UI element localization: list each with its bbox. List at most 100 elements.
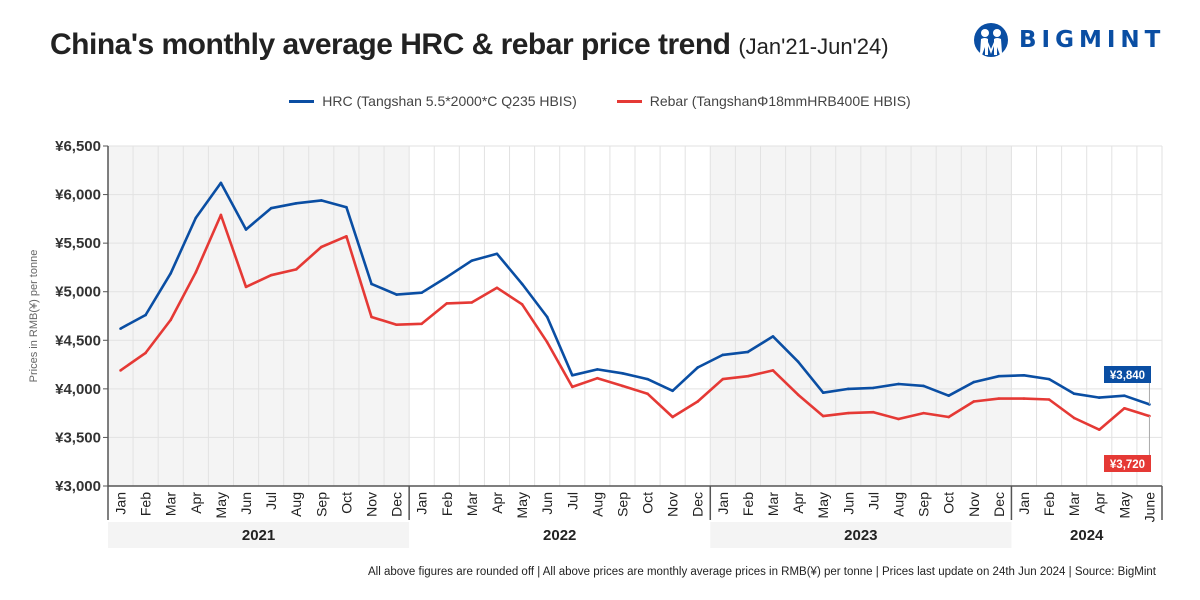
data-point-hrc [370, 282, 373, 286]
data-point-hrc [621, 372, 624, 375]
data-point-hrc [219, 181, 223, 185]
data-point-hrc [1047, 377, 1051, 381]
data-point-rebar [194, 270, 198, 274]
data-point-hrc [520, 282, 524, 286]
x-tick-label: Jan [1016, 492, 1032, 515]
chart-title-period: (Jan'21-Jun'24) [738, 34, 889, 59]
data-point-hrc [570, 373, 574, 377]
x-tick-label: Mar [464, 492, 480, 516]
data-point-hrc [897, 382, 900, 386]
x-tick-label: Dec [690, 492, 706, 517]
x-tick-label: Jul [865, 492, 881, 510]
y-axis-label: Prices in RMB(¥) per tonne [28, 250, 40, 383]
data-point-hrc [972, 380, 976, 384]
data-point-rebar [746, 374, 750, 378]
data-point-hrc [796, 360, 800, 363]
data-point-hrc [470, 259, 474, 262]
x-tick-label: Oct [640, 492, 656, 514]
x-tick-label: Jan [113, 492, 129, 515]
x-tick-label: Aug [589, 492, 605, 517]
year-label-2021: 2021 [242, 527, 275, 544]
data-point-rebar [1123, 406, 1126, 410]
data-point-hrc [144, 313, 147, 317]
x-tick-label: Mar [163, 492, 179, 516]
x-tick-label: Feb [1041, 492, 1057, 516]
legend-label-rebar: Rebar (TangshanΦ18mmHRB400E HBIS) [649, 93, 911, 109]
data-point-rebar [922, 411, 925, 415]
y-tick-label: ¥3,500 [55, 429, 101, 446]
bigmint-logo-text: BIGMINT [1019, 27, 1166, 53]
x-tick-label: June [1141, 492, 1157, 523]
data-point-rebar [696, 400, 700, 403]
data-point-hrc [1148, 403, 1151, 406]
y-tick-label: ¥6,500 [55, 138, 101, 155]
data-point-rebar [897, 417, 900, 421]
data-point-hrc [922, 384, 925, 388]
x-tick-label: Jun [840, 492, 856, 515]
x-tick-label: Feb [439, 492, 455, 516]
legend-item-hrc[interactable]: HRC (Tangshan 5.5*2000*C Q235 HBIS) [289, 93, 577, 109]
data-point-hrc [771, 335, 775, 338]
data-point-hrc [1072, 392, 1076, 396]
end-label-hrc: ¥3,840 [1110, 370, 1145, 382]
data-point-rebar [219, 213, 223, 217]
data-point-rebar [395, 323, 398, 327]
data-point-rebar [244, 285, 248, 289]
data-point-hrc [721, 353, 725, 357]
data-point-hrc [395, 293, 398, 296]
data-point-rebar [972, 400, 976, 403]
data-point-rebar [621, 384, 624, 388]
data-point-rebar [671, 415, 674, 419]
x-tick-label: May [1116, 492, 1132, 518]
data-point-rebar [596, 376, 599, 380]
year-label-2024: 2024 [1070, 527, 1104, 544]
data-point-rebar [872, 410, 875, 414]
data-point-rebar [169, 318, 173, 322]
data-point-hrc [495, 252, 499, 256]
data-point-hrc [872, 386, 875, 390]
chart-legend: HRC (Tangshan 5.5*2000*C Q235 HBIS) Reba… [0, 93, 1200, 109]
data-point-hrc [445, 275, 449, 279]
year-label-band-2021 [108, 522, 410, 548]
end-label-rebar: ¥3,720 [1110, 459, 1145, 471]
legend-swatch-rebar [616, 99, 642, 103]
legend-label-hrc: HRC (Tangshan 5.5*2000*C Q235 HBIS) [322, 93, 577, 109]
data-point-hrc [294, 202, 298, 205]
x-tick-label: Apr [188, 492, 204, 514]
series-line-hrc [119, 181, 1150, 406]
data-point-hrc [646, 377, 649, 381]
data-point-rebar [821, 414, 825, 418]
x-tick-label: Apr [489, 492, 505, 514]
y-tick-label: ¥5,500 [55, 235, 101, 252]
data-point-rebar [997, 397, 1001, 400]
x-tick-label: Mar [765, 492, 781, 516]
data-point-rebar [520, 303, 524, 306]
legend-swatch-hrc [289, 99, 315, 103]
x-tick-label: Nov [364, 492, 380, 517]
data-point-rebar [570, 385, 574, 389]
data-point-rebar [1097, 428, 1101, 431]
data-point-hrc [1123, 394, 1126, 397]
data-point-rebar [771, 369, 775, 372]
data-point-hrc [596, 368, 599, 371]
data-point-hrc [194, 216, 198, 220]
x-tick-label: Aug [891, 492, 907, 517]
x-tick-label: Jun [539, 492, 555, 515]
data-point-rebar [470, 301, 474, 304]
x-tick-label: Jun [238, 492, 254, 515]
x-tick-label: Sep [313, 492, 329, 517]
x-tick-label: Aug [288, 492, 304, 517]
legend-item-rebar[interactable]: Rebar (TangshanΦ18mmHRB400E HBIS) [616, 93, 911, 109]
x-tick-label: Nov [966, 492, 982, 517]
data-point-rebar [294, 268, 298, 271]
x-tick-label: Dec [389, 492, 405, 517]
x-tick-label: Jul [564, 492, 580, 510]
x-tick-label: May [213, 492, 229, 518]
data-point-hrc [821, 391, 825, 395]
x-tick-label: Jan [414, 492, 430, 515]
data-point-rebar [345, 235, 348, 238]
x-tick-label: May [514, 492, 530, 518]
end-label-rebar-box [1104, 455, 1151, 472]
data-point-rebar [144, 351, 147, 355]
